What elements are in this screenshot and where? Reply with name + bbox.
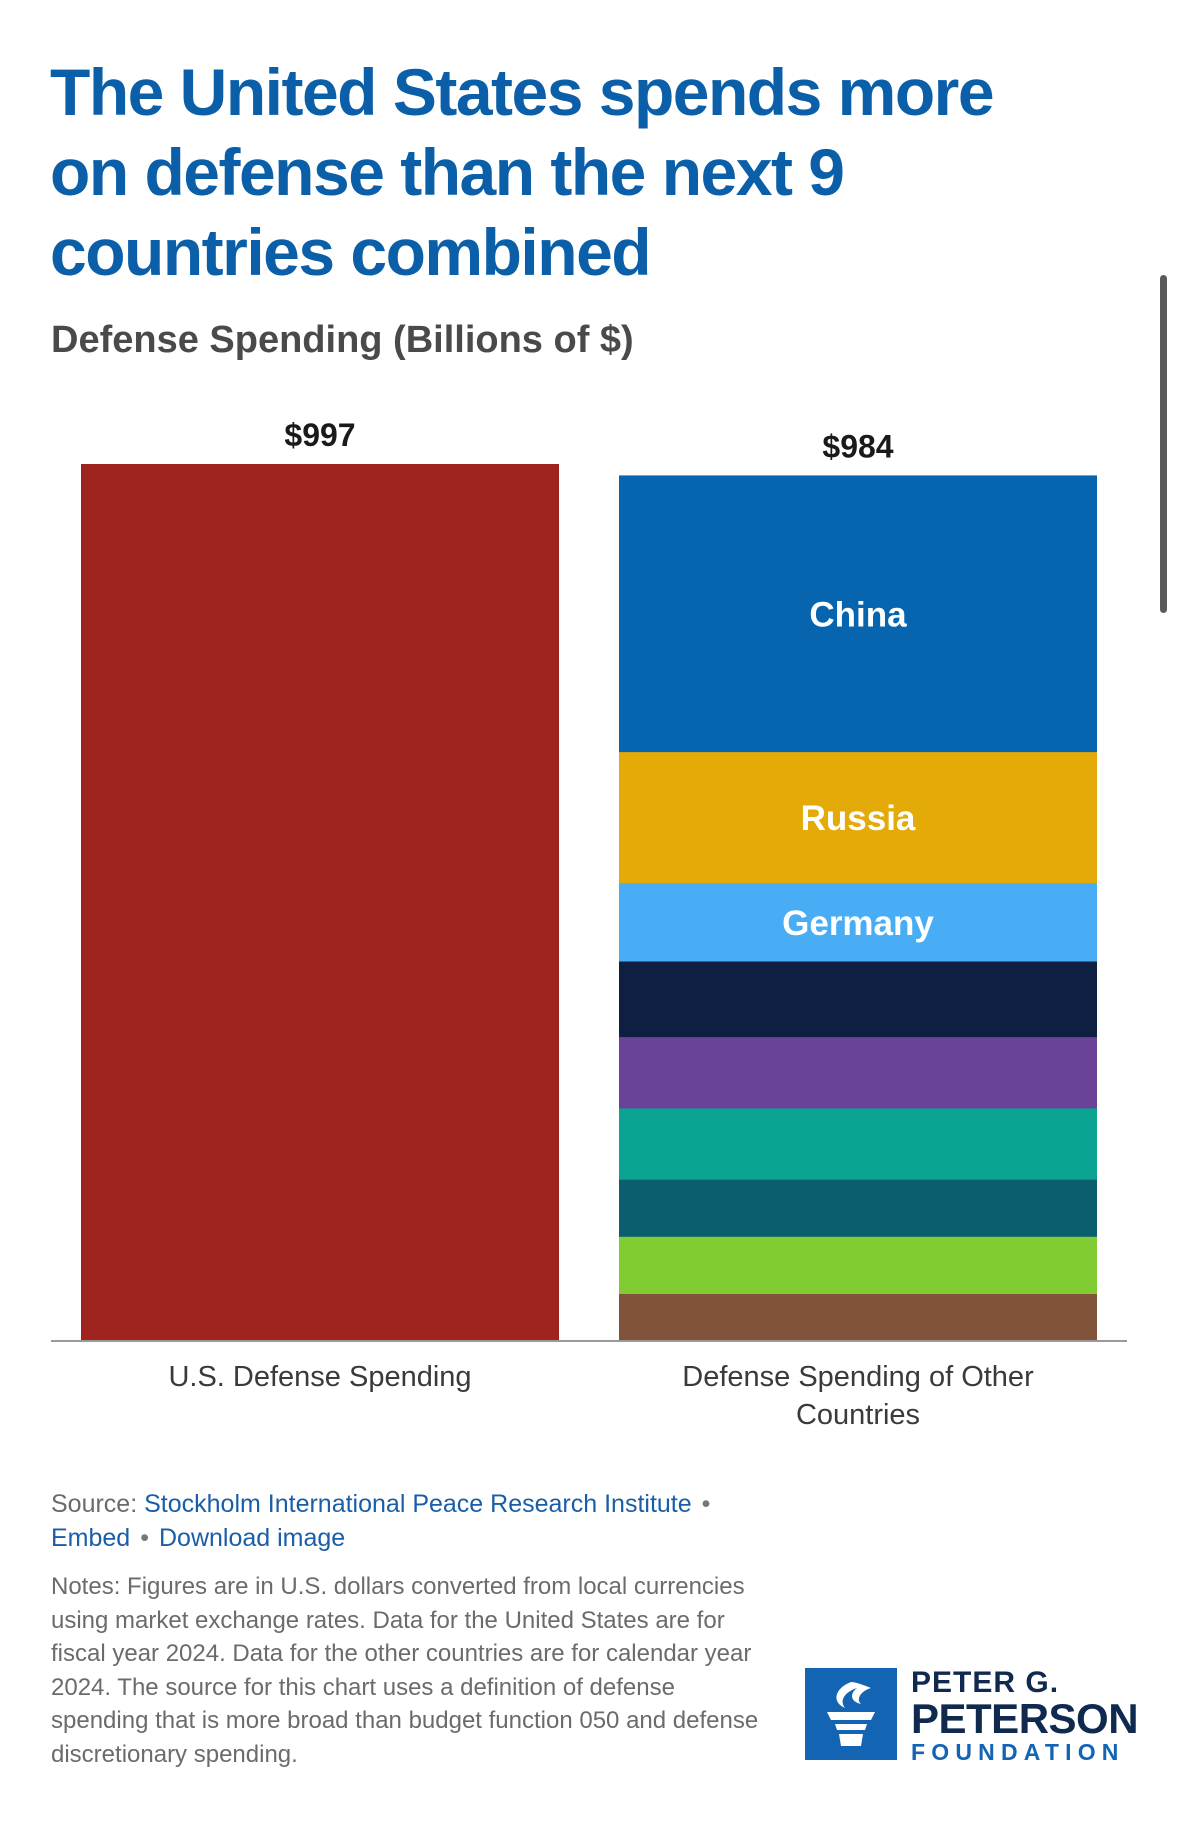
segment-labels: Germany Russia China (782, 596, 934, 943)
bar-segment-germany (619, 882, 1097, 962)
bar-segment-country-7 (619, 1179, 1097, 1237)
separator-bullet: • (701, 1490, 711, 1518)
torch-icon (805, 1668, 897, 1760)
bar-segment-country-4 (619, 961, 1097, 1038)
stacked-bar-chart: Germany Russia China $997 $984 U.S. Defense… (51, 417, 1127, 1431)
segment-label-china: China (809, 596, 907, 635)
bar-segment-country-9 (619, 1293, 1097, 1342)
bar-segments (81, 464, 1097, 1342)
source-link[interactable]: Stockholm International Peace Research I… (144, 1490, 692, 1518)
separator-bullet: • (140, 1524, 149, 1552)
total-label-u-s-defense-spending: $997 (284, 417, 355, 453)
bar-segment-country-5 (619, 1036, 1097, 1109)
peterson-foundation-logo[interactable]: PETER G. PETERSON FOUNDATION (805, 1666, 1139, 1765)
segment-label-russia: Russia (801, 799, 916, 838)
logo-text-line3: FOUNDATION (911, 1739, 1125, 1765)
total-label-defense-spending-of-other-countries: $984 (822, 428, 893, 464)
x-tick-label: Defense Spending of Other (682, 1361, 1034, 1393)
chart-title: The United States spends more on defense… (50, 55, 995, 289)
scrollbar-thumb[interactable] (1160, 275, 1167, 613)
total-labels: $997 $984 (284, 417, 893, 464)
chart-subtitle: Defense Spending (Billions of $) (51, 319, 634, 361)
source-line: Source: Stockholm International Peace Re… (51, 1487, 751, 1555)
source-prefix: Source: (51, 1490, 138, 1518)
bar-segment-country-8 (619, 1236, 1097, 1294)
bar-segment-china (619, 475, 1097, 753)
x-tick-labels: U.S. Defense Spending Defense Spending of… (168, 1361, 1034, 1431)
chart-notes: Notes: Figures are in U.S. dollars conve… (51, 1573, 759, 1768)
x-tick-label: Countries (796, 1399, 920, 1431)
segment-label-germany: Germany (782, 904, 934, 943)
logo-text-line2: PETERSON (911, 1695, 1139, 1742)
bar-segment-united-states (81, 464, 559, 1342)
x-tick-label: U.S. Defense Spending (168, 1361, 471, 1393)
logo-text-line1: PETER G. (911, 1666, 1060, 1699)
embed-link[interactable]: Embed (51, 1524, 131, 1552)
download-image-link[interactable]: Download image (158, 1524, 346, 1552)
bar-segment-country-6 (619, 1107, 1097, 1180)
bar-segment-russia (619, 751, 1097, 884)
